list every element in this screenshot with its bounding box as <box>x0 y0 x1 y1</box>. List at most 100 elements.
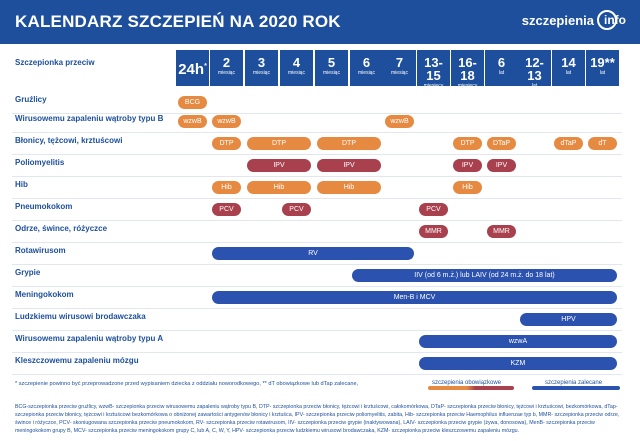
vaccine-bar: MMR <box>487 225 516 238</box>
column-header-unit: miesiąc <box>218 70 235 76</box>
row-label: Ludzkiemu wirusowi brodawczaka <box>15 312 146 321</box>
column-header-value: 14 <box>561 55 576 70</box>
row-divider <box>12 220 622 221</box>
vaccine-bar: IPV <box>317 159 381 172</box>
row-label: Hib <box>15 180 28 189</box>
vaccine-bar: IPV <box>247 159 311 172</box>
column-header-unit: lat <box>498 70 505 76</box>
row-divider <box>12 154 622 155</box>
column-header-unit: miesiąc <box>391 70 408 76</box>
page-title: KALENDARZ SZCZEPIEŃ NA 2020 ROK <box>15 12 341 31</box>
vaccine-bar: RV <box>212 247 414 260</box>
column-header-value: 2 <box>222 55 231 70</box>
vaccine-bar: PCV <box>282 203 311 216</box>
column-header-9: 6 lat <box>485 50 518 86</box>
column-header-value: 16-18 <box>458 55 477 83</box>
vaccine-bar: DTP <box>247 137 311 150</box>
footnote: BCG-szczepionka przeciw gruźlicy, wzwB- … <box>15 404 620 434</box>
row-divider <box>12 198 622 199</box>
row-label: Poliomyelitis <box>15 158 65 167</box>
column-header-value: 6 <box>497 55 506 70</box>
column-header-7: 13-15 miesięcy <box>417 50 450 89</box>
vaccine-bar: wzwA <box>419 335 617 348</box>
column-header-unit: lat <box>599 70 606 76</box>
vaccine-bar: PCV <box>419 203 448 216</box>
vaccine-bar: Men-B i MCV <box>212 291 617 304</box>
vaccine-bar: Hib <box>247 181 311 194</box>
row-label: Wirusowemu zapaleniu wątroby typu B <box>15 114 164 123</box>
vaccine-bar: BCG <box>178 96 207 109</box>
vaccine-bar: wzwB <box>178 115 207 128</box>
site-logo[interactable]: szczepienia info <box>522 10 626 30</box>
column-header-unit: miesiąc <box>323 70 340 76</box>
vaccine-bar: dT <box>588 137 617 150</box>
column-header-1: 2 miesiąc <box>210 50 243 86</box>
column-header-3: 4 miesiąc <box>280 50 313 86</box>
legend-recommended-label: szczepienia zalecane <box>545 380 603 386</box>
vaccine-bar: MMR <box>419 225 448 238</box>
vaccine-bar: PCV <box>212 203 241 216</box>
column-header-value: 12-13 <box>525 55 544 83</box>
column-header-4: 5 miesiąc <box>315 50 348 86</box>
column-header-5: 6 miesiąc <box>350 50 383 86</box>
vaccine-bar: HPV <box>520 313 617 326</box>
column-header-6: 7 miesiąc <box>383 50 416 86</box>
vaccine-bar: DTaP <box>487 137 516 150</box>
vaccine-bar: Hib <box>317 181 381 194</box>
note: * szczepienie powinno być przeprowadzone… <box>15 381 359 387</box>
row-divider <box>12 176 622 177</box>
vaccine-bar: IPV <box>487 159 516 172</box>
column-header-value: 4 <box>292 55 301 70</box>
row-label: Odrze, śwince, różyczce <box>15 224 108 233</box>
header-banner: KALENDARZ SZCZEPIEŃ NA 2020 ROK szczepie… <box>0 0 640 44</box>
column-header-unit: lat <box>531 83 538 89</box>
column-header-0: 24h* <box>176 50 209 86</box>
column-header-unit: miesięcy <box>457 83 478 89</box>
legend-recommended-swatch <box>532 386 620 390</box>
column-header-value: 24h* <box>178 61 207 78</box>
legend-mandatory-label: szczepienia obowiązkowe <box>432 380 502 386</box>
column-header-unit: miesiąc <box>288 70 305 76</box>
row-divider <box>12 286 622 287</box>
column-header-11: 14 lat <box>552 50 585 86</box>
legend-mandatory-swatch <box>428 386 514 390</box>
column-header-2: 3 miesiąc <box>245 50 278 86</box>
column-header-value: 13-15 <box>424 55 443 83</box>
vaccine-bar: IIV (od 6 m.ż.) lub LAIV (od 24 m.ż. do … <box>352 269 617 282</box>
row-divider <box>12 242 622 243</box>
row-label: Błonicy, tężcowi, krztuścowi <box>15 136 123 145</box>
row-label: Pneumokokom <box>15 202 73 211</box>
row-label: Rotawirusom <box>15 246 66 255</box>
column-header-unit: miesiąc <box>358 70 375 76</box>
column-header-unit: miesięcy <box>423 83 444 89</box>
row-divider <box>12 374 622 375</box>
row-divider <box>12 264 622 265</box>
row-divider <box>12 308 622 309</box>
vaccine-bar: KZM <box>419 357 617 370</box>
column-header-title: Szczepionka przeciw <box>15 58 95 67</box>
logo-ring-icon <box>597 10 617 30</box>
vaccine-bar: dTaP <box>554 137 583 150</box>
vaccine-bar: wzwB <box>212 115 241 128</box>
row-label: Gruźlicy <box>15 95 47 104</box>
column-header-value: 5 <box>327 55 336 70</box>
vaccine-bar: wzwB <box>385 115 414 128</box>
column-header-unit: lat <box>565 70 572 76</box>
column-header-value: 6 <box>362 55 371 70</box>
row-divider <box>12 352 622 353</box>
vaccine-bar: DTP <box>317 137 381 150</box>
row-label: Grypie <box>15 268 41 277</box>
vaccine-bar: DTP <box>212 137 241 150</box>
row-label: Wirusowemu zapaleniu wątroby typu A <box>15 334 164 343</box>
vaccine-bar: Hib <box>453 181 482 194</box>
column-header-8: 16-18 miesięcy <box>451 50 484 89</box>
column-header-value: 19** <box>590 55 615 70</box>
row-label: Kleszczowemu zapaleniu mózgu <box>15 356 139 365</box>
column-header-10: 12-13 lat <box>518 50 551 89</box>
vaccine-bar: Hib <box>212 181 241 194</box>
vaccine-bar: DTP <box>453 137 482 150</box>
column-header-unit: miesiąc <box>253 70 270 76</box>
row-divider <box>12 113 622 114</box>
row-label: Meningokokom <box>15 290 74 299</box>
vaccine-bar: IPV <box>453 159 482 172</box>
